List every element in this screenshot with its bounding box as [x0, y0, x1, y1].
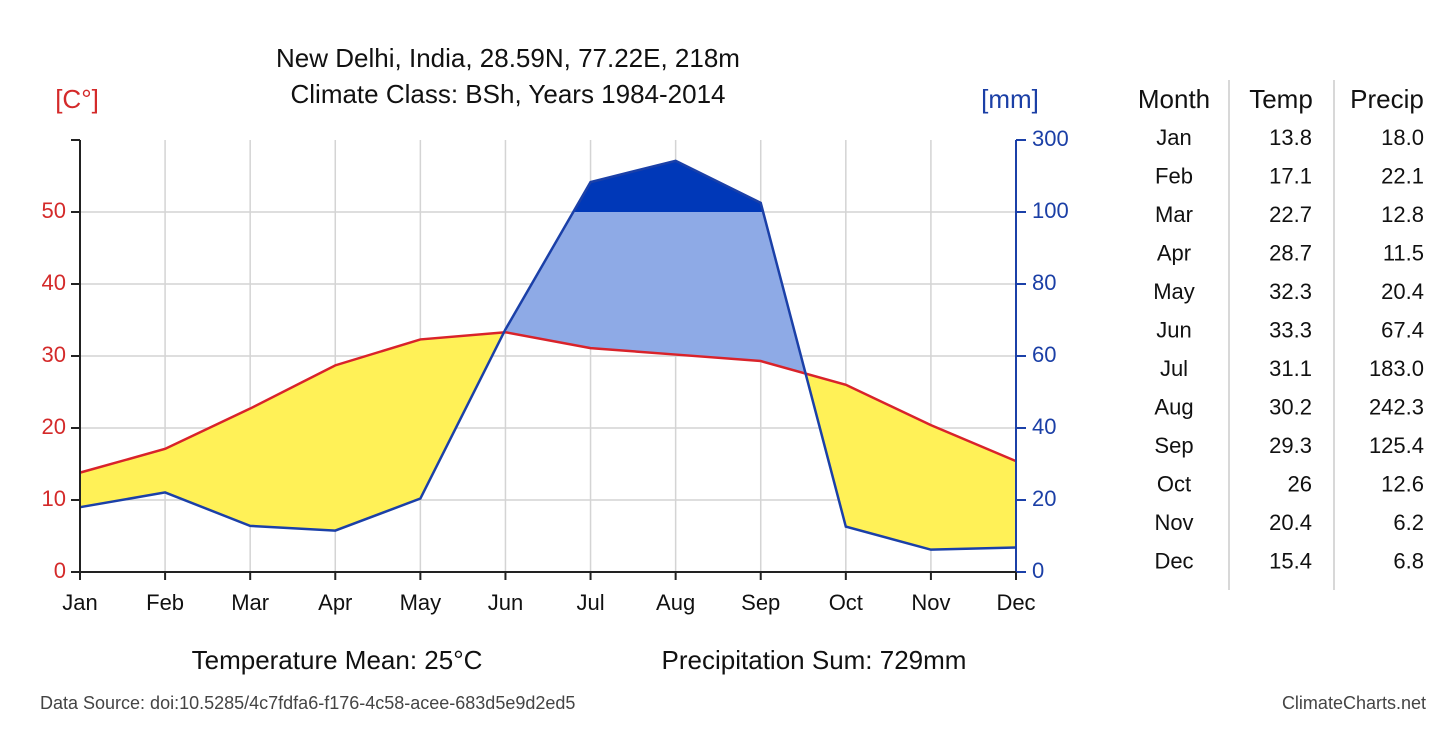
table-temp: 17.1	[1269, 163, 1312, 188]
table-temp: 32.3	[1269, 279, 1312, 304]
table-temp: 22.7	[1269, 202, 1312, 227]
table-temp: 30.2	[1269, 394, 1312, 419]
precipitation-sum: Precipitation Sum: 729mm	[662, 645, 967, 675]
table-precip: 6.8	[1393, 548, 1424, 573]
table-temp: 31.1	[1269, 356, 1312, 381]
temperature-mean: Temperature Mean: 25°C	[192, 645, 483, 675]
arid-area	[80, 332, 1016, 550]
data-source: Data Source: doi:10.5285/4c7fdfa6-f176-4…	[40, 693, 575, 713]
y-tick-label: 0	[54, 558, 66, 583]
table-month: Jul	[1160, 356, 1188, 381]
y2-axis-label: [mm]	[981, 84, 1039, 114]
table-header: Temp	[1249, 84, 1313, 114]
x-tick-label: May	[400, 590, 442, 615]
table-month: Sep	[1154, 433, 1193, 458]
precipitation-line	[79, 159, 1017, 551]
x-tick-label: Dec	[996, 590, 1035, 615]
table-precip: 18.0	[1381, 125, 1424, 150]
x-tick-label: Aug	[656, 590, 695, 615]
x-tick-label: Feb	[146, 590, 184, 615]
table-month: Jan	[1156, 125, 1191, 150]
table-precip: 183.0	[1369, 356, 1424, 381]
table-header: Month	[1138, 84, 1210, 114]
y-tick-label: 10	[42, 486, 66, 511]
y2-tick-label: 60	[1032, 342, 1056, 367]
y2-tick-label: 0	[1032, 558, 1044, 583]
y-tick-label: 50	[42, 198, 66, 223]
y2-tick-label: 300	[1032, 126, 1069, 151]
y-axis-label: [C°]	[55, 84, 99, 114]
table-precip: 22.1	[1381, 163, 1424, 188]
table-month: Jun	[1156, 317, 1191, 342]
x-tick-label: Oct	[829, 590, 863, 615]
table-temp: 20.4	[1269, 510, 1312, 535]
x-tick-label: Nov	[911, 590, 950, 615]
x-tick-label: Apr	[318, 590, 352, 615]
table-month: Aug	[1154, 394, 1193, 419]
y2-tick-label: 80	[1032, 270, 1056, 295]
x-tick-label: Jun	[488, 590, 523, 615]
x-tick-label: Mar	[231, 590, 269, 615]
y-tick-label: 20	[42, 414, 66, 439]
table-month: Oct	[1157, 471, 1191, 496]
temperature-line	[79, 330, 1017, 474]
table-temp: 29.3	[1269, 433, 1312, 458]
table-precip: 12.6	[1381, 471, 1424, 496]
y2-tick-label: 20	[1032, 486, 1056, 511]
arid-fill	[80, 332, 1016, 550]
table-temp: 13.8	[1269, 125, 1312, 150]
x-tick-label: Jan	[62, 590, 97, 615]
table-month: May	[1153, 279, 1195, 304]
table-month: Mar	[1155, 202, 1193, 227]
y2-tick-label: 100	[1032, 198, 1069, 223]
table-precip: 242.3	[1369, 394, 1424, 419]
table-precip: 20.4	[1381, 279, 1424, 304]
y-tick-label: 30	[42, 342, 66, 367]
chart-title: New Delhi, India, 28.59N, 77.22E, 218m	[276, 43, 740, 73]
table-precip: 125.4	[1369, 433, 1424, 458]
table-header: Precip	[1350, 84, 1424, 114]
table-temp: 28.7	[1269, 240, 1312, 265]
table-precip: 11.5	[1383, 240, 1424, 265]
table-precip: 67.4	[1381, 317, 1424, 342]
table-temp: 33.3	[1269, 317, 1312, 342]
table-month: Dec	[1154, 548, 1193, 573]
table-precip: 6.2	[1393, 510, 1424, 535]
x-tick-label: Jul	[576, 590, 604, 615]
x-tick-label: Sep	[741, 590, 780, 615]
table-precip: 12.8	[1381, 202, 1424, 227]
table-month: Feb	[1155, 163, 1193, 188]
credit: ClimateCharts.net	[1282, 693, 1426, 713]
table-temp: 26	[1288, 471, 1312, 496]
chart-subtitle: Climate Class: BSh, Years 1984-2014	[290, 79, 725, 109]
table-month: Nov	[1154, 510, 1193, 535]
table-temp: 15.4	[1269, 548, 1312, 573]
y2-tick-label: 40	[1032, 414, 1056, 439]
y-tick-label: 40	[42, 270, 66, 295]
table-month: Apr	[1157, 240, 1191, 265]
